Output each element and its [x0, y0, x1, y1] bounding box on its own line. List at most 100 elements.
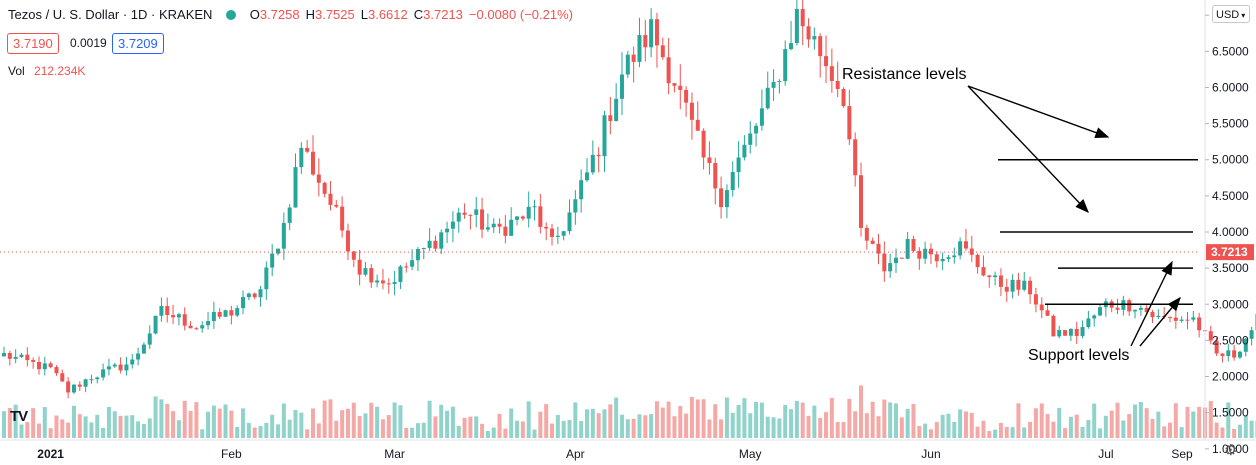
volume-bar [1109, 410, 1114, 438]
volume-bar [759, 402, 764, 438]
candle-body [421, 247, 426, 250]
volume-bar [1162, 426, 1167, 438]
candle-body [322, 182, 327, 194]
x-tick-label: Feb [221, 447, 242, 461]
candle-body [42, 363, 47, 370]
volume-bar [1226, 402, 1231, 438]
candle-body [1016, 279, 1021, 290]
candle-body [695, 119, 700, 131]
volume-bar [987, 431, 992, 438]
candle [614, 83, 619, 122]
volume-bar [1173, 403, 1178, 438]
volume-bar [672, 416, 677, 438]
candle [730, 161, 735, 197]
candle-body [794, 8, 799, 44]
volume-bar [742, 398, 747, 438]
volume-label: Vol [8, 64, 25, 78]
candle [229, 305, 234, 325]
volume-bar [19, 424, 24, 438]
candle [474, 196, 479, 228]
volume-bar [1115, 402, 1120, 438]
candle-body [1150, 312, 1155, 318]
volume-bar [427, 400, 432, 438]
candle [1068, 328, 1073, 342]
candle-body [993, 275, 998, 278]
candle [759, 89, 764, 131]
candle [176, 312, 181, 326]
candle [1156, 309, 1161, 320]
candle [252, 292, 257, 300]
candle [1115, 298, 1120, 315]
buy-price-button[interactable]: 3.7209 [112, 33, 164, 54]
candle-body [689, 102, 694, 120]
candle [404, 262, 409, 273]
candle [468, 214, 473, 230]
candle [1010, 274, 1015, 299]
candle-body [736, 157, 741, 173]
candle [684, 86, 689, 117]
volume-bar [25, 422, 30, 438]
volume-bar [1045, 414, 1050, 438]
symbol-title[interactable]: Tezos / U. S. Dollar · 1D · KRAKEN [8, 7, 213, 22]
volume-bar [141, 424, 146, 438]
candle-body [7, 353, 12, 359]
candle-body [433, 240, 438, 249]
candle-body [923, 248, 928, 259]
currency-selector[interactable]: USD ▾ [1212, 5, 1250, 23]
volume-bar [124, 415, 129, 438]
candle-body [270, 253, 275, 268]
candle-body [876, 243, 881, 254]
candle-body [106, 366, 111, 370]
candle-body [800, 8, 805, 27]
y-tick-label: 2.0000 [1212, 370, 1249, 384]
candle-body [112, 364, 117, 367]
gear-icon[interactable]: ⚙ [1224, 442, 1238, 459]
volume-bar [707, 419, 712, 438]
volume-bar [136, 421, 141, 438]
candle-body [1051, 315, 1056, 337]
volume-bar [421, 422, 426, 438]
candle [276, 248, 281, 256]
volume-bar [491, 427, 496, 438]
volume-bar [619, 414, 624, 438]
candle [1133, 309, 1138, 319]
volume-bar [165, 403, 170, 438]
support-label: Support levels [1028, 347, 1129, 364]
candle-body [1237, 351, 1242, 358]
candle [783, 40, 788, 86]
candle-body [975, 254, 980, 268]
candle [287, 204, 292, 231]
horizontal-levels[interactable] [998, 158, 1198, 306]
candle-body [1197, 317, 1202, 331]
volume-bar [1033, 408, 1038, 438]
volume-bar [328, 399, 333, 438]
candle [130, 353, 135, 369]
candle [1080, 320, 1085, 339]
candle-body [1127, 300, 1132, 312]
annotation-arrows [967, 85, 1181, 347]
sell-price-button[interactable]: 3.7190 [7, 33, 59, 54]
spread-value: 0.0019 [70, 36, 107, 50]
candle-body [771, 81, 776, 88]
candle [888, 253, 893, 278]
volume-bar [719, 419, 724, 438]
candle [637, 17, 642, 68]
candle [1074, 321, 1079, 344]
volume-bar [276, 424, 281, 438]
candle [136, 347, 141, 366]
volume-bar [503, 428, 508, 438]
candle [106, 358, 111, 376]
candle [1220, 353, 1225, 363]
candle [602, 110, 607, 172]
candle [911, 235, 916, 253]
candle [363, 262, 368, 277]
candle [806, 18, 811, 48]
candle-body [1232, 350, 1237, 358]
volume-bar [1086, 419, 1091, 438]
volume-bar [993, 429, 998, 438]
candle-body [66, 381, 71, 393]
ohlc-values: O3.7258 H3.7525 L3.6612 C3.7213 −0.0080 (−0.… [250, 7, 579, 22]
candle [969, 235, 974, 262]
candle [450, 211, 455, 243]
